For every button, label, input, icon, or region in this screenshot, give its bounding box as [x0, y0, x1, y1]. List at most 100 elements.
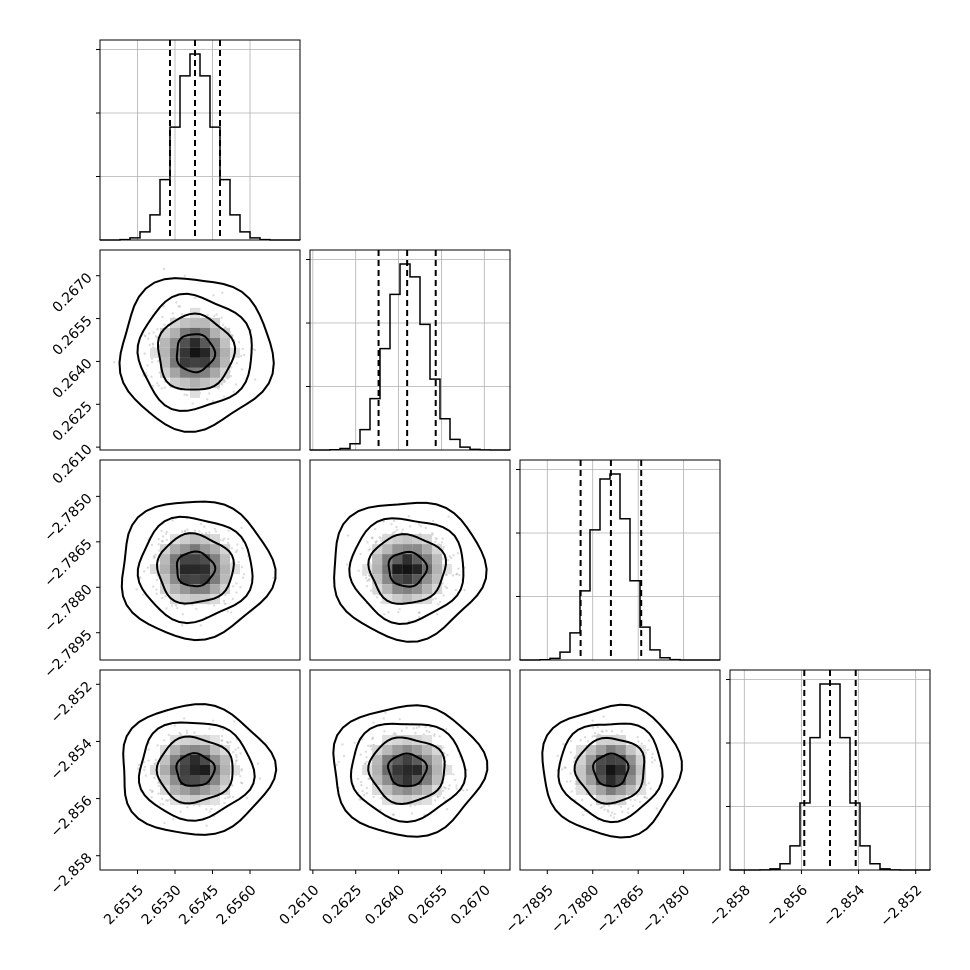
sample-point: [241, 347, 244, 351]
sample-point: [353, 741, 357, 745]
density-cell: [422, 745, 433, 755]
sample-point: [213, 527, 217, 531]
density-cell: [402, 584, 413, 595]
sample-point: [160, 387, 164, 390]
sample-point: [180, 624, 184, 627]
density-cell: [200, 337, 210, 348]
density-cell: [210, 574, 220, 585]
sample-point: [360, 784, 363, 787]
sample-point: [431, 519, 435, 523]
sample-point: [175, 604, 178, 607]
panel-frame: [729, 669, 931, 871]
density-cell: [230, 564, 240, 575]
density-cell: [382, 755, 393, 765]
sample-point: [231, 784, 234, 787]
sample-point: [374, 527, 377, 531]
density-cell: [625, 745, 636, 755]
sample-point: [579, 739, 582, 742]
sample-point: [417, 523, 421, 526]
sample-point: [235, 582, 238, 585]
sample-point: [371, 536, 374, 540]
density-cell: [170, 337, 180, 348]
sample-point: [165, 530, 168, 534]
sample-point: [235, 753, 238, 757]
sample-point: [221, 539, 225, 542]
density-cell: [382, 574, 393, 585]
density-cell: [412, 534, 423, 545]
density-cell: [210, 367, 220, 378]
sample-point: [137, 763, 141, 767]
density-cell: [442, 564, 453, 575]
sample-point: [358, 798, 361, 801]
sample-point: [235, 591, 238, 594]
density-cell: [200, 584, 210, 595]
density-cell: [372, 574, 383, 585]
sample-point: [171, 519, 174, 522]
density-cell: [170, 765, 180, 775]
sample-point: [609, 814, 612, 817]
density-cell: [190, 377, 200, 388]
sample-point: [633, 798, 637, 802]
density-cell: [180, 534, 190, 545]
sample-point: [208, 531, 211, 534]
density-cell: [220, 775, 230, 785]
sample-point: [434, 799, 437, 802]
sample-point: [155, 588, 158, 591]
sample-point: [234, 383, 238, 386]
sample-point: [434, 537, 437, 540]
sample-point: [153, 762, 156, 765]
density-cell: [210, 327, 220, 338]
sample-point: [422, 733, 426, 736]
density-cell: [220, 765, 230, 775]
sample-point: [156, 336, 159, 339]
y-tick-label: −2.7895: [41, 627, 95, 681]
sample-point: [154, 553, 157, 556]
sample-point: [241, 547, 244, 550]
density-cell: [372, 564, 383, 575]
sample-point: [193, 529, 197, 532]
density-cell: [605, 735, 616, 745]
density-cell: [210, 584, 220, 595]
sample-point: [363, 793, 366, 797]
density-cell: [210, 544, 220, 555]
sample-point: [364, 762, 367, 765]
sample-point: [167, 733, 171, 737]
sample-point: [407, 515, 411, 518]
sample-point: [387, 610, 390, 614]
sample-point: [199, 522, 203, 526]
sample-point: [159, 802, 162, 806]
sample-point: [564, 766, 567, 770]
sample-point: [593, 734, 596, 738]
density-cell: [180, 347, 190, 358]
y-tick-label: 0.2610: [50, 441, 96, 487]
density-cell: [150, 564, 160, 575]
sample-point: [222, 728, 225, 731]
sample-point: [562, 742, 565, 746]
density-cell: [392, 755, 403, 765]
density-cell: [180, 367, 190, 378]
density-cell: [220, 347, 230, 358]
sample-point: [573, 756, 576, 759]
sample-point: [369, 589, 373, 592]
sample-point: [253, 348, 257, 352]
sample-point: [569, 772, 572, 775]
sample-point: [211, 719, 215, 723]
sample-point: [225, 740, 229, 744]
density-cell: [422, 544, 433, 555]
density-cell: [170, 775, 180, 785]
sample-point: [649, 787, 652, 791]
sample-point: [378, 536, 381, 539]
density-cell: [412, 745, 423, 755]
sample-point: [221, 323, 225, 326]
density-cell: [220, 544, 230, 555]
sample-point: [602, 804, 606, 808]
density-cell: [392, 584, 403, 595]
sample-point: [397, 611, 400, 614]
sample-point: [229, 375, 233, 378]
sample-point: [210, 807, 213, 811]
contour-line: [332, 704, 489, 838]
density-cell: [230, 765, 240, 775]
sample-point: [572, 760, 576, 763]
sample-point: [584, 736, 587, 739]
sample-point: [232, 390, 235, 393]
